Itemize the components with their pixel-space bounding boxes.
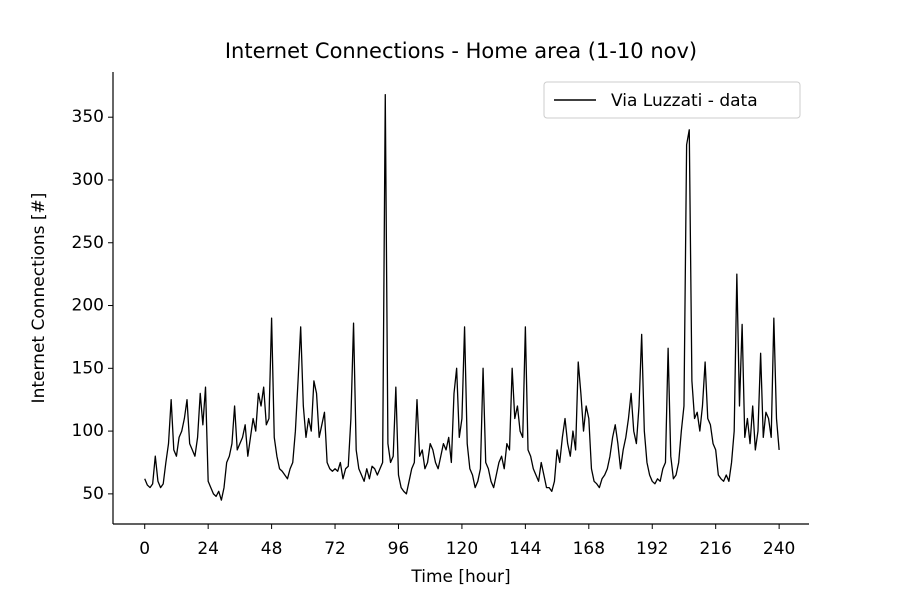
y-tick-label: 350 bbox=[72, 107, 104, 127]
y-axis-label: Internet Connections [#] bbox=[29, 193, 49, 404]
x-tick-label: 216 bbox=[699, 539, 731, 559]
x-axis-label: Time [hour] bbox=[410, 567, 510, 587]
x-tick-label: 240 bbox=[763, 539, 795, 559]
data-line bbox=[144, 93, 780, 501]
y-tick-label: 200 bbox=[72, 296, 104, 316]
x-tick-label: 144 bbox=[509, 539, 541, 559]
y-tick-label: 250 bbox=[72, 233, 104, 253]
x-tick-label: 168 bbox=[573, 539, 605, 559]
x-tick-label: 72 bbox=[324, 539, 346, 559]
legend-label: Via Luzzati - data bbox=[611, 91, 758, 111]
x-tick-label: 96 bbox=[388, 539, 410, 559]
y-tick-label: 150 bbox=[72, 358, 104, 378]
y-tick-label: 300 bbox=[72, 170, 104, 190]
x-tick-label: 0 bbox=[139, 539, 150, 559]
chart-title: Internet Connections - Home area (1-10 n… bbox=[225, 39, 697, 63]
x-tick-label: 192 bbox=[636, 539, 668, 559]
legend-box bbox=[543, 81, 801, 119]
x-tick-label: 48 bbox=[261, 539, 283, 559]
x-tick-label: 24 bbox=[197, 539, 219, 559]
x-tick-label: 120 bbox=[446, 539, 478, 559]
y-tick-label: 50 bbox=[82, 484, 104, 504]
y-tick-label: 100 bbox=[72, 421, 104, 441]
